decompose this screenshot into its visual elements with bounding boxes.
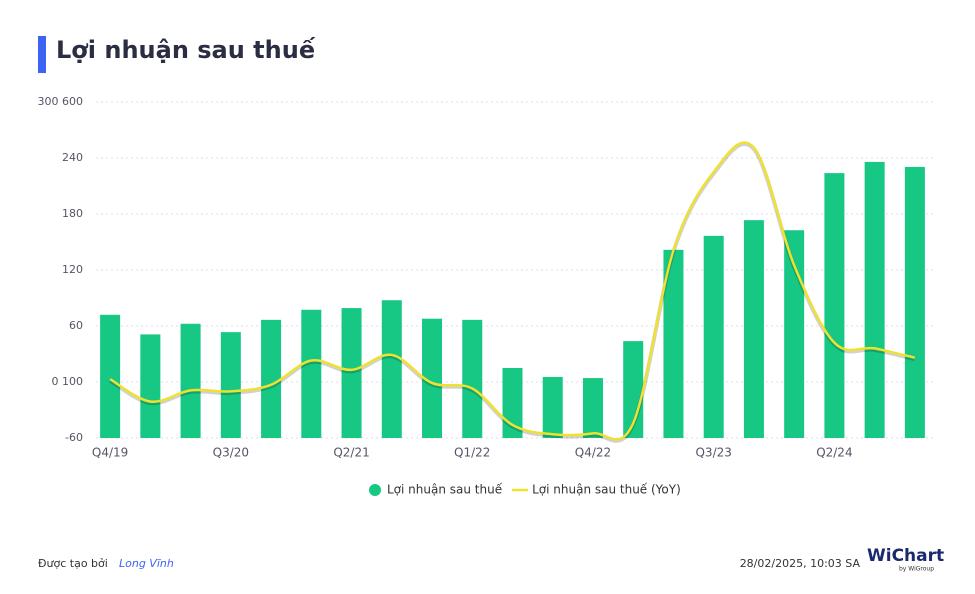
legend-label: Lợi nhuận sau thuế [387,483,503,497]
bar [140,334,161,438]
bar [261,319,282,438]
bar [623,341,644,438]
logo-sub: by WiGroup [899,566,934,573]
y-tick-label: -60 [65,431,83,444]
bar [462,319,483,438]
bar [180,323,201,438]
y-tick-label: 180 [62,207,83,220]
bar [824,173,845,438]
bar [341,308,362,438]
x-tick-label: Q1/22 [454,446,490,460]
footer-created: Được tạo bởi [38,557,108,570]
y-tick-label: 0 100 [52,375,84,388]
bar [542,376,563,438]
chart-title: Lợi nhuận sau thuế [56,36,316,64]
y-tick-label: 240 [62,151,83,164]
legend-swatch [369,484,381,496]
y-tick-label: 300 600 [38,95,84,108]
bar [743,220,764,438]
bar [904,166,925,438]
y-tick-label: 60 [69,319,83,332]
bar [582,378,603,438]
bar [220,332,241,438]
bar [100,314,121,438]
bar [784,230,805,438]
x-tick-label: Q3/20 [213,446,249,460]
logo: WiChart [867,546,944,566]
y-tick-label: 120 [62,263,83,276]
footer-author: Long Vĩnh [119,557,174,570]
bar [703,235,724,438]
footer-timestamp: 28/02/2025, 10:03 SA [740,557,861,570]
x-tick-label: Q4/19 [92,446,128,460]
x-tick-label: Q3/23 [695,446,731,460]
bar [864,161,885,439]
legend-label: Lợi nhuận sau thuế (YoY) [532,483,681,497]
line [109,141,916,441]
bar [301,309,322,438]
title-accent [38,36,46,73]
bar [663,249,684,438]
x-tick-label: Q2/24 [816,446,852,460]
x-tick-label: Q4/22 [575,446,611,460]
bar [381,300,402,438]
bar [422,318,443,438]
x-tick-label: Q2/21 [333,446,369,460]
